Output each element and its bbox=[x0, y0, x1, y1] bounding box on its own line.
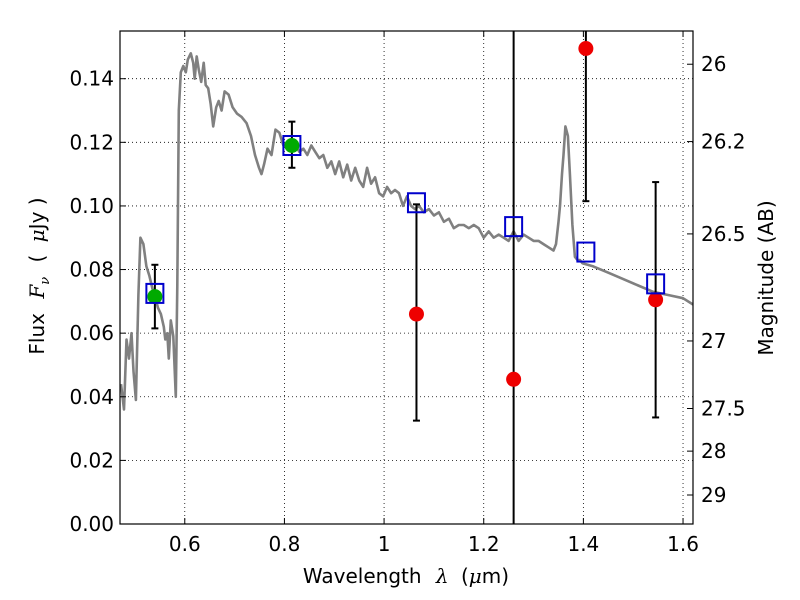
template-sed-curve bbox=[119, 52, 694, 411]
y-tick-label: 0.12 bbox=[69, 130, 114, 154]
x-tick-label: 1.2 bbox=[468, 532, 500, 556]
x-tick-label: 1 bbox=[378, 532, 391, 556]
model-flux-square bbox=[406, 192, 426, 214]
model-flux-square bbox=[504, 216, 524, 238]
non-detection-point bbox=[578, 40, 594, 56]
model-flux-square bbox=[282, 135, 302, 157]
y-tick-label: 0.00 bbox=[69, 512, 114, 536]
y2-tick-label: 26.2 bbox=[701, 130, 746, 154]
error-bars-layer bbox=[151, 31, 660, 524]
x-axis-label: Wavelength λ (μm) bbox=[303, 564, 509, 588]
non-detection-point bbox=[408, 306, 424, 322]
y-tick-label: 0.08 bbox=[69, 258, 114, 282]
y-tick-label: 0.14 bbox=[69, 67, 114, 91]
grid bbox=[120, 31, 693, 525]
x-tick-label: 0.6 bbox=[169, 532, 201, 556]
x-tick-label: 1.4 bbox=[567, 532, 599, 556]
y2-tick-label: 27 bbox=[701, 329, 726, 353]
detection-point bbox=[284, 138, 300, 154]
x-tick-label: 1.6 bbox=[667, 532, 699, 556]
model-flux-square bbox=[646, 273, 666, 295]
y2-axis-ticks: 26 26.2 26.5 27 27.5 28 29 bbox=[687, 52, 746, 507]
plot-frame bbox=[119, 30, 694, 525]
y2-tick-label: 28 bbox=[701, 439, 726, 463]
detection-point bbox=[147, 289, 163, 305]
y-axis-label: Flux Fν ( μJy ) bbox=[25, 197, 54, 354]
x-tick-label: 0.8 bbox=[269, 532, 301, 556]
y-tick-label: 0.06 bbox=[69, 321, 114, 345]
non-detection-point bbox=[506, 371, 522, 387]
y-tick-label: 0.10 bbox=[69, 194, 114, 218]
x-axis-ticks: 0.6 0.8 1 1.2 1.4 1.6 bbox=[169, 31, 699, 556]
y2-tick-label: 27.5 bbox=[701, 397, 746, 421]
model-flux-square bbox=[145, 282, 165, 304]
y2-tick-label: 26 bbox=[701, 52, 726, 76]
non-detection-point bbox=[648, 292, 664, 308]
model-flux-square bbox=[576, 241, 596, 263]
y2-axis-label: Magnitude (AB) bbox=[754, 200, 778, 355]
y-tick-label: 0.04 bbox=[69, 385, 114, 409]
markers-layer bbox=[145, 40, 666, 387]
y2-tick-label: 29 bbox=[701, 483, 726, 507]
y2-tick-label: 26.5 bbox=[701, 222, 746, 246]
y-axis-ticks: 0.00 0.02 0.04 0.06 0.08 0.10 0.12 0.14 bbox=[69, 67, 126, 536]
y-tick-label: 0.02 bbox=[69, 448, 114, 472]
template-sed-layer bbox=[119, 52, 694, 411]
